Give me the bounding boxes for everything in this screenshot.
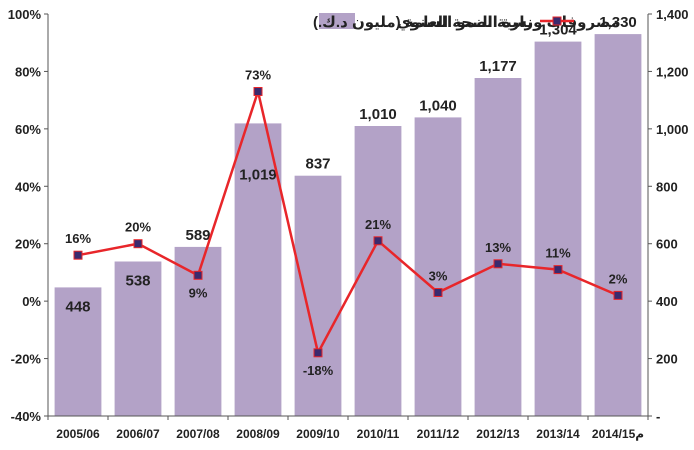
legend-line-label: نسبة النمو السنوي <box>397 14 533 32</box>
left-tick-label: -20% <box>11 352 42 367</box>
growth-point <box>433 288 443 297</box>
x-tick-label: 2014/15م <box>592 427 644 442</box>
left-axis-ticks: -40% -20% 0% 20% 40% 60% 80% 100% <box>8 7 48 424</box>
x-tick-label: 2012/13 <box>476 427 520 441</box>
growth-line-layer <box>73 86 623 358</box>
left-tick-label: 40% <box>15 179 41 194</box>
right-tick-label: 200 <box>656 352 678 367</box>
growth-value-label: 11% <box>545 246 571 261</box>
right-tick-label: 600 <box>656 237 678 252</box>
growth-value-label: 20% <box>125 220 151 235</box>
growth-value-label: 73% <box>245 68 271 83</box>
bar <box>534 41 582 416</box>
x-tick-label: 2013/14 <box>536 427 580 441</box>
x-tick-label: 2008/09 <box>236 427 280 441</box>
bar <box>294 175 342 416</box>
right-tick-label: 1,000 <box>656 122 689 137</box>
growth-value-label: 16% <box>65 231 91 246</box>
right-tick-label: 1,200 <box>656 64 689 79</box>
left-tick-label: 80% <box>15 64 41 79</box>
legend: مصروفات وزارة الصحة العامة (مليون د.ك.) … <box>313 13 620 32</box>
bar-value-label: 589 <box>185 227 210 244</box>
bar <box>414 117 462 417</box>
right-axis-ticks: - 200 400 600 800 1,000 1,200 1,400 <box>648 7 689 424</box>
x-tick-label: 2010/11 <box>357 427 400 441</box>
bar <box>594 34 642 416</box>
growth-value-label: 3% <box>429 269 448 284</box>
growth-value-label: 21% <box>365 217 391 232</box>
bar-value-label: 1,019 <box>239 166 277 183</box>
bar <box>114 261 162 416</box>
bar-value-labels: 448 538 589 1,019 837 1,010 1,040 1,177 1,304 1,3… <box>65 14 636 315</box>
growth-point <box>253 87 263 96</box>
bar-value-label: 1,010 <box>359 106 397 123</box>
growth-value-label: -18% <box>303 363 334 378</box>
growth-value-labels: 16% 20% 9% 73% -18% 21% 3% 13% 11% 2% <box>65 68 628 378</box>
growth-point <box>493 259 503 269</box>
right-tick-label: 1,400 <box>656 7 689 22</box>
x-tick-label: 2005/06 <box>56 427 100 441</box>
x-tick-label: 2007/08 <box>176 427 220 441</box>
growth-point <box>313 348 323 358</box>
growth-value-label: 13% <box>485 240 511 255</box>
bars-layer <box>54 34 642 417</box>
bar-value-label: 1,330 <box>599 14 637 31</box>
growth-value-label: 2% <box>609 271 628 286</box>
bar-value-label: 538 <box>125 273 150 290</box>
bar-value-label: 1,177 <box>479 58 517 75</box>
legend-line-marker <box>552 16 562 26</box>
growth-point <box>133 239 143 249</box>
left-tick-label: -40% <box>11 409 42 424</box>
left-tick-label: 0% <box>22 294 41 309</box>
bar <box>54 287 102 416</box>
growth-point <box>193 270 203 280</box>
x-tick-label: 2011/12 <box>417 427 460 441</box>
x-tick-label: 2009/10 <box>296 427 340 441</box>
growth-point <box>553 265 563 275</box>
growth-point <box>73 250 83 260</box>
left-tick-label: 100% <box>8 7 42 22</box>
x-tick-label: 2006/07 <box>116 427 160 441</box>
bar-value-label: 1,040 <box>419 97 457 114</box>
growth-value-label: 9% <box>189 285 208 300</box>
left-tick-label: 60% <box>15 122 41 137</box>
left-tick-label: 20% <box>15 237 41 252</box>
bar <box>474 78 522 416</box>
x-axis-ticks: 2005/06 2006/07 2007/08 2008/09 2009/10 2010/… <box>47 416 649 442</box>
growth-point <box>613 290 623 300</box>
right-tick-label: 400 <box>656 294 678 309</box>
right-tick-label: 800 <box>656 179 678 194</box>
bar-value-label: 1,304 <box>539 22 577 39</box>
bar-value-label: 448 <box>65 298 90 315</box>
bar-value-label: 837 <box>305 156 330 173</box>
growth-point <box>373 236 383 246</box>
bar <box>234 123 282 417</box>
legend-bar-label: مصروفات وزارة الصحة العامة (مليون د.ك.) <box>313 14 620 31</box>
legend-bar-swatch <box>319 13 355 29</box>
right-tick-label: - <box>656 409 660 424</box>
growth-line <box>77 86 619 357</box>
